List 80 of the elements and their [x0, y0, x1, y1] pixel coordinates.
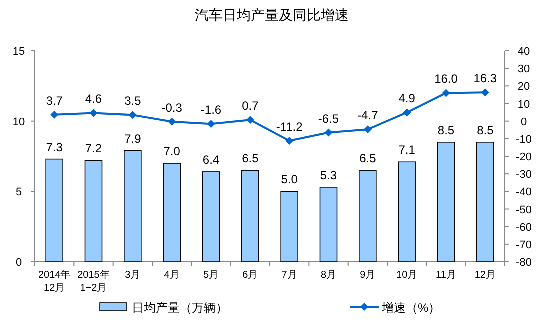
x-tick-label: 2014年 12月	[38, 269, 71, 294]
bar	[163, 163, 181, 262]
y2-tick-label: -50	[516, 204, 532, 216]
data-label: 6.5	[242, 152, 260, 166]
y2-tick-label: -70	[516, 239, 532, 252]
bar	[280, 191, 298, 262]
y-tick-label: 15	[12, 46, 26, 58]
data-label: 7.3	[46, 140, 64, 154]
point	[128, 111, 137, 120]
data-label: 5.3	[320, 168, 338, 182]
data-label: -11.2	[276, 120, 304, 134]
data-label: 7.9	[124, 132, 142, 146]
data-label: 3.7	[46, 94, 64, 108]
data-label: 7.0	[164, 144, 181, 159]
bar	[242, 170, 260, 262]
point	[246, 116, 254, 124]
point	[90, 109, 98, 118]
data-label: 7.2	[85, 142, 102, 156]
data-label: 0.7	[242, 99, 260, 114]
y2-tick-label: 20	[518, 81, 530, 94]
y-tick-label: 5	[16, 186, 22, 199]
data-label: -4.7	[358, 108, 379, 123]
bar	[84, 160, 103, 262]
x-tick-label: 5月	[203, 270, 220, 281]
y2-tick-label: 10	[518, 98, 530, 111]
point	[286, 137, 294, 146]
x-tick-label: 6月	[242, 270, 258, 281]
bar	[359, 170, 377, 262]
legend-label: 增速（%）	[381, 301, 441, 315]
x-tick-label: 4月	[164, 270, 180, 281]
bar	[202, 172, 220, 262]
point	[324, 128, 333, 137]
data-label: -1.6	[200, 103, 222, 118]
y2-tick-label: 0	[520, 116, 528, 128]
legend-label: 日均产量（万辆）	[132, 301, 228, 315]
point	[50, 110, 59, 119]
y2-tick-label: -40	[516, 186, 532, 199]
y2-tick-label: -60	[516, 222, 532, 234]
point	[403, 108, 412, 117]
x-tick-label: 12月	[474, 270, 496, 281]
bar	[46, 158, 64, 262]
data-label: 4.6	[85, 92, 102, 106]
data-label: 8.5	[477, 123, 494, 138]
bar	[320, 187, 338, 262]
bar	[476, 142, 494, 262]
y-tick-label: 10	[12, 116, 26, 128]
data-label: -6.5	[318, 112, 340, 126]
point	[364, 126, 372, 134]
data-label: 6.4	[202, 152, 220, 167]
point	[481, 88, 490, 97]
point	[168, 118, 176, 126]
data-label: 4.9	[398, 92, 416, 106]
y2-tick-label: -30	[516, 169, 532, 182]
data-label: 3.5	[124, 94, 142, 108]
y2-tick-label: -20	[516, 152, 532, 164]
x-tick-label: 11月	[436, 270, 456, 281]
x-tick-label: 2015年 1−2月	[78, 269, 110, 294]
x-tick-label: 9月	[360, 270, 376, 281]
data-label: 8.5	[438, 123, 455, 138]
data-label: 7.1	[398, 143, 416, 158]
data-label: 16.0	[434, 72, 458, 86]
data-label: 6.5	[360, 152, 377, 166]
bar	[398, 162, 416, 262]
data-label: 5.0	[281, 172, 298, 187]
bar	[437, 142, 456, 262]
x-tick-label: 7月	[282, 270, 298, 281]
bar	[124, 150, 142, 262]
y2-tick-label: 30	[518, 64, 530, 76]
point	[442, 89, 450, 98]
y2-tick-label: -80	[516, 257, 532, 269]
x-tick-label: 10月	[396, 270, 418, 281]
y2-tick-label: -10	[516, 134, 532, 146]
y-tick-label: 0	[16, 257, 22, 269]
y2-tick-label: 40	[518, 46, 530, 58]
x-tick-label: 8月	[320, 270, 337, 281]
x-tick-label: 3月	[125, 270, 141, 281]
title: 汽车日均产量及同比增速	[195, 7, 349, 23]
point	[207, 120, 216, 128]
data-label: -0.3	[162, 100, 183, 115]
data-label: 16.3	[474, 72, 498, 86]
